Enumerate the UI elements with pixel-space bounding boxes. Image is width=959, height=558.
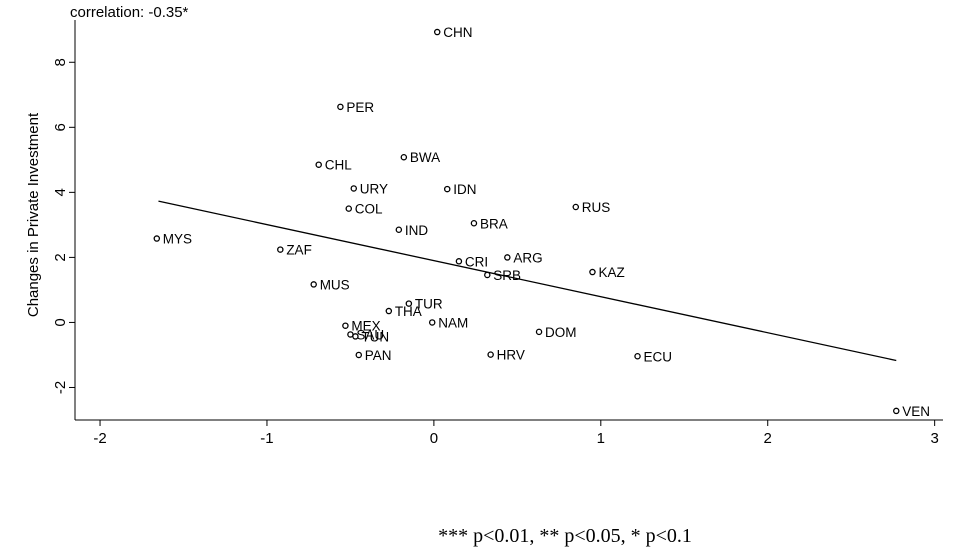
- point-label-mys: MYS: [163, 232, 192, 247]
- point-label-ven: VEN: [902, 404, 930, 419]
- point-marker-chl: [315, 161, 322, 168]
- point-marker-col: [345, 205, 353, 212]
- x-tick-label: 1: [597, 430, 605, 447]
- point-label-mus: MUS: [320, 277, 350, 292]
- point-marker-bra: [470, 220, 478, 227]
- point-label-arg: ARG: [513, 250, 542, 265]
- point-marker-tun: [352, 333, 359, 340]
- point-label-chn: CHN: [443, 25, 472, 40]
- point-label-nam: NAM: [438, 315, 468, 330]
- point-label-kaz: KAZ: [598, 265, 624, 280]
- point-label-per: PER: [346, 100, 374, 115]
- point-marker-ind: [395, 226, 403, 234]
- point-marker-ecu: [634, 353, 641, 360]
- point-marker-mys: [153, 235, 161, 242]
- x-tick-label: -2: [93, 430, 106, 447]
- point-label-idn: IDN: [453, 182, 476, 197]
- point-marker-pan: [355, 351, 363, 359]
- point-marker-bwa: [400, 153, 408, 161]
- x-tick-label: -1: [260, 430, 273, 447]
- point-label-ecu: ECU: [644, 349, 673, 364]
- point-label-bwa: BWA: [410, 150, 440, 165]
- point-marker-srb: [484, 271, 491, 279]
- point-label-tun: TUN: [361, 329, 389, 344]
- y-tick-label: -2: [52, 381, 69, 394]
- point-marker-tur: [405, 300, 413, 307]
- point-marker-hrv: [487, 351, 494, 358]
- y-axis-label: Changes in Private Investment: [25, 112, 42, 317]
- y-tick-label: 2: [52, 253, 69, 261]
- point-marker-cri: [455, 258, 463, 265]
- y-tick-label: 0: [52, 318, 69, 326]
- x-tick-label: 0: [430, 430, 438, 447]
- point-label-hrv: HRV: [497, 348, 525, 363]
- y-tick-label: 4: [52, 188, 69, 196]
- point-marker-per: [337, 103, 344, 111]
- point-label-sau: SAU: [356, 327, 384, 342]
- point-marker-chn: [433, 28, 441, 36]
- point-marker-ury: [350, 185, 358, 192]
- point-marker-idn: [443, 185, 451, 193]
- point-label-bra: BRA: [480, 216, 508, 231]
- point-label-ind: IND: [405, 223, 429, 238]
- point-label-rus: RUS: [582, 200, 611, 215]
- point-label-mex: MEX: [351, 319, 380, 334]
- point-label-cri: CRI: [465, 254, 488, 269]
- point-label-tha: THA: [395, 304, 422, 319]
- data-points: CHN PER CHL BWA URY IDN RUS COL BRA IND MYS ZAF ARG C…: [153, 25, 930, 419]
- point-label-srb: SRB: [493, 268, 521, 283]
- y-tick-label: 6: [52, 123, 69, 131]
- point-label-tur: TUR: [415, 297, 443, 312]
- point-marker-zaf: [277, 246, 284, 253]
- point-marker-mus: [310, 281, 317, 288]
- point-marker-mex: [342, 322, 349, 329]
- point-label-col: COL: [355, 202, 383, 217]
- fit-line: [158, 200, 897, 362]
- point-label-pan: PAN: [365, 348, 392, 363]
- point-label-dom: DOM: [545, 325, 577, 340]
- point-label-ury: URY: [360, 181, 388, 196]
- point-marker-kaz: [589, 268, 596, 276]
- point-label-zaf: ZAF: [286, 243, 312, 258]
- y-axis-ticks: -2 0 2 4 6 8: [52, 58, 75, 394]
- y-tick-label: 8: [52, 58, 69, 66]
- point-marker-arg: [504, 254, 511, 261]
- point-marker-ven: [893, 407, 900, 415]
- point-marker-tha: [385, 307, 393, 315]
- significance-footnote: *** p<0.01, ** p<0.05, * p<0.1: [438, 525, 692, 547]
- point-marker-nam: [428, 319, 436, 326]
- point-marker-dom: [535, 328, 543, 336]
- point-label-chl: CHL: [325, 158, 352, 173]
- x-axis-ticks: -2 -1 0 1 2 3: [93, 420, 939, 447]
- x-tick-label: 3: [930, 430, 938, 447]
- point-marker-rus: [572, 203, 580, 211]
- x-tick-label: 2: [764, 430, 772, 447]
- correlation-annotation: correlation: -0.35*: [70, 4, 189, 21]
